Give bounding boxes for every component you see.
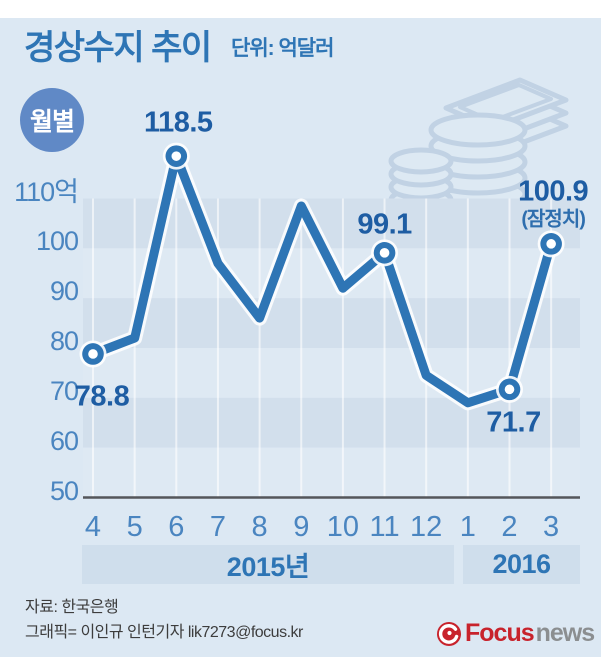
chart-stripe: [83, 397, 580, 448]
x-tick-label: 3: [543, 511, 560, 543]
x-tick-label: 7: [209, 511, 226, 543]
chart-marker: [379, 248, 390, 258]
chart-marker: [504, 384, 515, 395]
data-label: 118.5: [144, 106, 213, 139]
data-label: 71.7: [486, 406, 541, 439]
logo-news-text: news: [535, 619, 596, 647]
chart-stripe: [83, 447, 580, 498]
x-tick-label: 10: [326, 511, 360, 543]
x-tick-label: 1: [459, 511, 476, 543]
x-tick-label: 6: [168, 511, 185, 543]
x-tick-label: 2: [501, 511, 518, 543]
year-band-2016: 2016: [463, 545, 580, 584]
y-tick-label: 90: [49, 276, 79, 307]
x-tick-label: 9: [293, 511, 310, 543]
chart-line: [88, 151, 556, 408]
year-label-2015: 2015년: [226, 552, 310, 582]
x-tick-label: 4: [84, 511, 102, 543]
chart-stripe: [83, 298, 580, 348]
y-tick-label: 80: [49, 326, 79, 356]
data-label: 100.9: [518, 175, 589, 208]
y-tick-label: 110억: [14, 176, 79, 207]
source-text: 자료: 한국은행: [25, 599, 119, 616]
y-tick-label: 50: [49, 475, 79, 506]
chart-marker: [88, 349, 98, 359]
y-tick-label: 60: [49, 425, 79, 456]
year-band-2015: 2015년: [82, 545, 454, 584]
chart-marker: [546, 239, 556, 249]
monthly-badge: 월별: [20, 88, 84, 152]
y-tick-label: 70: [49, 375, 79, 406]
unit-label: 단위: 억달러: [231, 37, 334, 60]
page-title: 경상수지 추이: [24, 29, 212, 67]
data-label: 78.8: [74, 380, 130, 413]
focus-logo-icon: [437, 621, 461, 646]
x-tick-label: 12: [410, 511, 443, 543]
credit-text: 그래픽= 이인규 인턴기자 lik7273@focus.kr: [25, 624, 303, 641]
data-label: 99.1: [357, 208, 412, 241]
logo-focus-text: Focus: [465, 619, 535, 647]
chart-marker: [171, 151, 182, 161]
x-tick-label: 5: [126, 511, 143, 543]
focusnews-logo: Focus news: [436, 619, 596, 648]
x-tick-label: 11: [369, 511, 400, 543]
data-label-note: (잠정치): [521, 208, 586, 231]
year-label-2016: 2016: [492, 549, 551, 579]
y-tick-label: 100: [35, 226, 79, 257]
x-tick-label: 8: [251, 511, 268, 543]
